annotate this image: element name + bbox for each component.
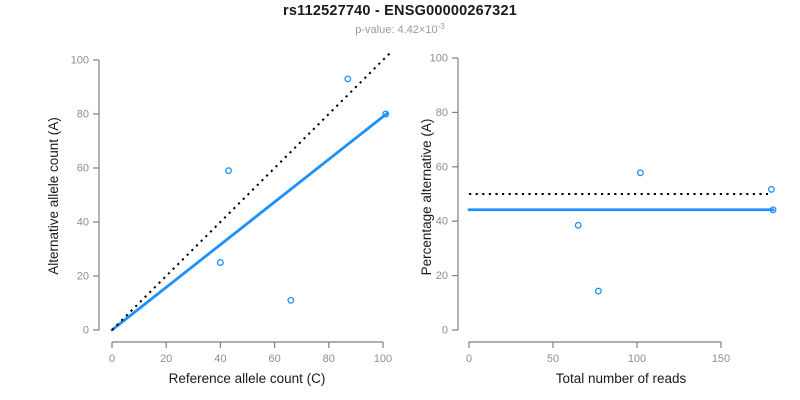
y-tick-label: 80: [436, 107, 448, 119]
x-tick-label: 50: [547, 353, 559, 365]
y-tick-label: 20: [77, 271, 89, 283]
y-tick-label: 40: [436, 216, 448, 228]
y-tick-label: 0: [83, 325, 89, 337]
data-point: [225, 167, 232, 175]
x-tick-label: 100: [628, 353, 646, 365]
x-tick-label: 0: [466, 353, 472, 365]
y-tick-label: 0: [442, 325, 448, 337]
percentage-alternative-scatter-y-axis-title: Percentage alternative (A): [419, 119, 434, 276]
x-tick-label: 40: [214, 353, 226, 365]
y-tick-label: 60: [77, 163, 89, 175]
x-tick-label: 100: [374, 353, 392, 365]
x-tick-label: 150: [712, 353, 730, 365]
x-tick-label: 80: [323, 353, 335, 365]
data-point: [382, 110, 390, 118]
identity-line: [111, 52, 391, 331]
allele-counts-scatter-y-axis-title: Alternative allele count (A): [46, 117, 61, 275]
allele-counts-scatter-x-axis-title: Reference allele count (C): [169, 371, 326, 386]
data-point: [769, 206, 777, 214]
data-point: [287, 296, 295, 304]
data-point: [216, 259, 224, 266]
data-point: [636, 169, 644, 177]
y-tick-label: 60: [436, 161, 448, 173]
y-tick-label: 100: [430, 53, 448, 65]
y-tick-label: 20: [436, 270, 448, 282]
y-tick-label: 40: [77, 217, 89, 229]
data-point: [594, 287, 602, 295]
data-point: [344, 75, 352, 83]
fit-line: [110, 112, 389, 332]
y-tick-label: 100: [71, 55, 89, 67]
x-tick-label: 0: [109, 353, 115, 365]
data-point: [767, 185, 775, 193]
y-tick-label: 80: [77, 109, 89, 121]
x-tick-label: 20: [160, 353, 172, 365]
data-point: [574, 221, 582, 229]
percentage-alternative-scatter-x-axis-title: Total number of reads: [556, 371, 687, 386]
x-tick-label: 60: [268, 353, 280, 365]
